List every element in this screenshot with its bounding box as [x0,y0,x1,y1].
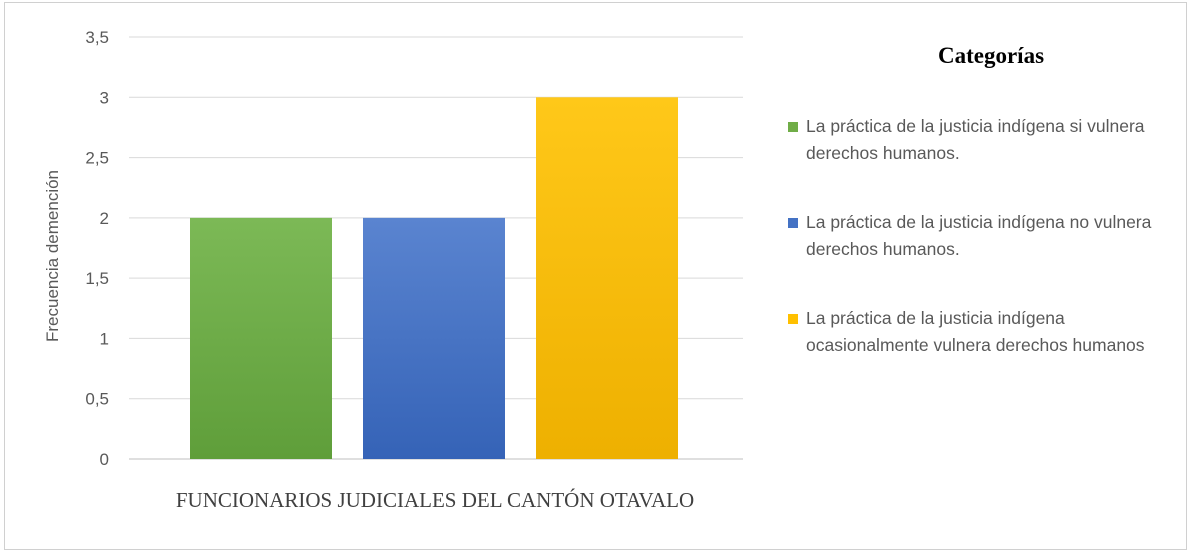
bars [190,97,678,460]
legend-swatch [788,122,798,132]
legend-item: La práctica de la justicia indígena ocas… [788,305,1186,359]
y-tick-label: 2 [100,209,109,228]
legend-label: La práctica de la justicia indígena si v… [806,116,1145,163]
y-tick-label: 2,5 [85,149,109,168]
y-axis-ticks: 0 0,5 1 1,5 2 2,5 3 3,5 [85,28,109,469]
bar-series-1 [190,217,332,459]
y-tick-label: 1,5 [85,269,109,288]
y-tick-label: 3 [100,88,109,107]
legend-title: Categorías [938,43,1045,68]
legend-swatch [788,314,798,324]
y-tick-label: 3,5 [85,28,109,47]
y-tick-label: 0,5 [85,390,109,409]
legend-items: La práctica de la justicia indígena si v… [788,113,1188,359]
y-tick-label: 0 [100,450,109,469]
y-tick-label: 1 [100,329,109,348]
x-axis-label: FUNCIONARIOS JUDICIALES DEL CANTÓN OTAVA… [176,488,694,512]
legend-label: La práctica de la justicia indígena ocas… [806,308,1145,355]
legend: Categorías La práctica de la justicia in… [788,43,1188,359]
legend-item: La práctica de la justicia indígena si v… [788,113,1186,167]
legend-item: La práctica de la justicia indígena no v… [788,209,1186,263]
bar-series-3 [536,97,678,460]
legend-label: La práctica de la justicia indígena no v… [806,212,1152,259]
y-axis-label: Frecuencia demención [43,170,62,342]
legend-swatch [788,218,798,228]
chart-frame: 0 0,5 1 1,5 2 2,5 3 3,5 Frecuencia demención FU… [4,2,1187,550]
bar-chart: 0 0,5 1 1,5 2 2,5 3 3,5 Frecuencia demención FU… [43,28,743,512]
bar-series-2 [363,217,505,459]
